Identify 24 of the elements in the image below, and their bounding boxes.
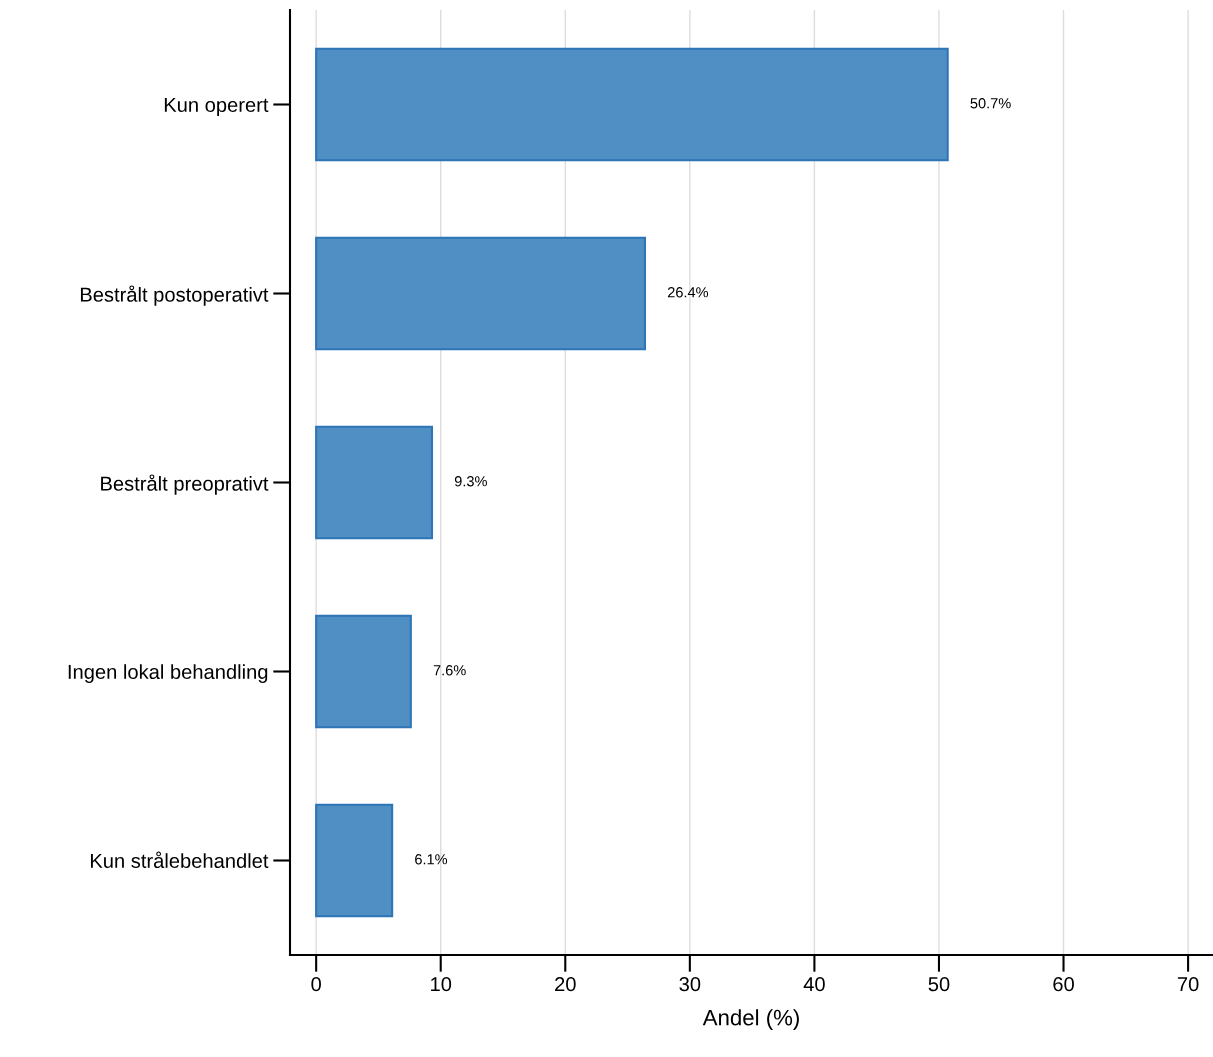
y-tick-label: Bestrålt preoprativt bbox=[101, 474, 269, 495]
x-axis-title: Andel (%) bbox=[702, 1009, 799, 1030]
bar bbox=[315, 614, 412, 729]
y-tick-label: Kun strålebehandlet bbox=[90, 851, 269, 868]
x-tick-label: 60 bbox=[1053, 977, 1074, 992]
bar bbox=[315, 236, 647, 351]
y-tick-label: Bestrålt postoperativt bbox=[80, 285, 269, 306]
x-tick-label: 20 bbox=[555, 977, 576, 992]
y-tick-label: Ingen lokal behandling bbox=[68, 664, 268, 683]
x-tick-label: 40 bbox=[803, 977, 825, 992]
x-tick-label: 70 bbox=[1177, 977, 1199, 992]
y-tick-label: Kun operert bbox=[164, 97, 269, 116]
data-label: 50.7% bbox=[970, 98, 1011, 109]
bar bbox=[315, 47, 949, 162]
x-tick-label: 0 bbox=[311, 977, 321, 992]
x-tick-label: 30 bbox=[679, 977, 701, 992]
data-label: 7.6% bbox=[433, 665, 466, 676]
x-tick-label: 50 bbox=[928, 977, 950, 992]
data-label: 26.4% bbox=[667, 287, 709, 298]
bar bbox=[315, 803, 394, 918]
bar bbox=[315, 425, 434, 540]
x-tick-label: 10 bbox=[431, 977, 452, 992]
data-label: 9.3% bbox=[454, 476, 487, 487]
data-label: 6.1% bbox=[415, 854, 448, 865]
